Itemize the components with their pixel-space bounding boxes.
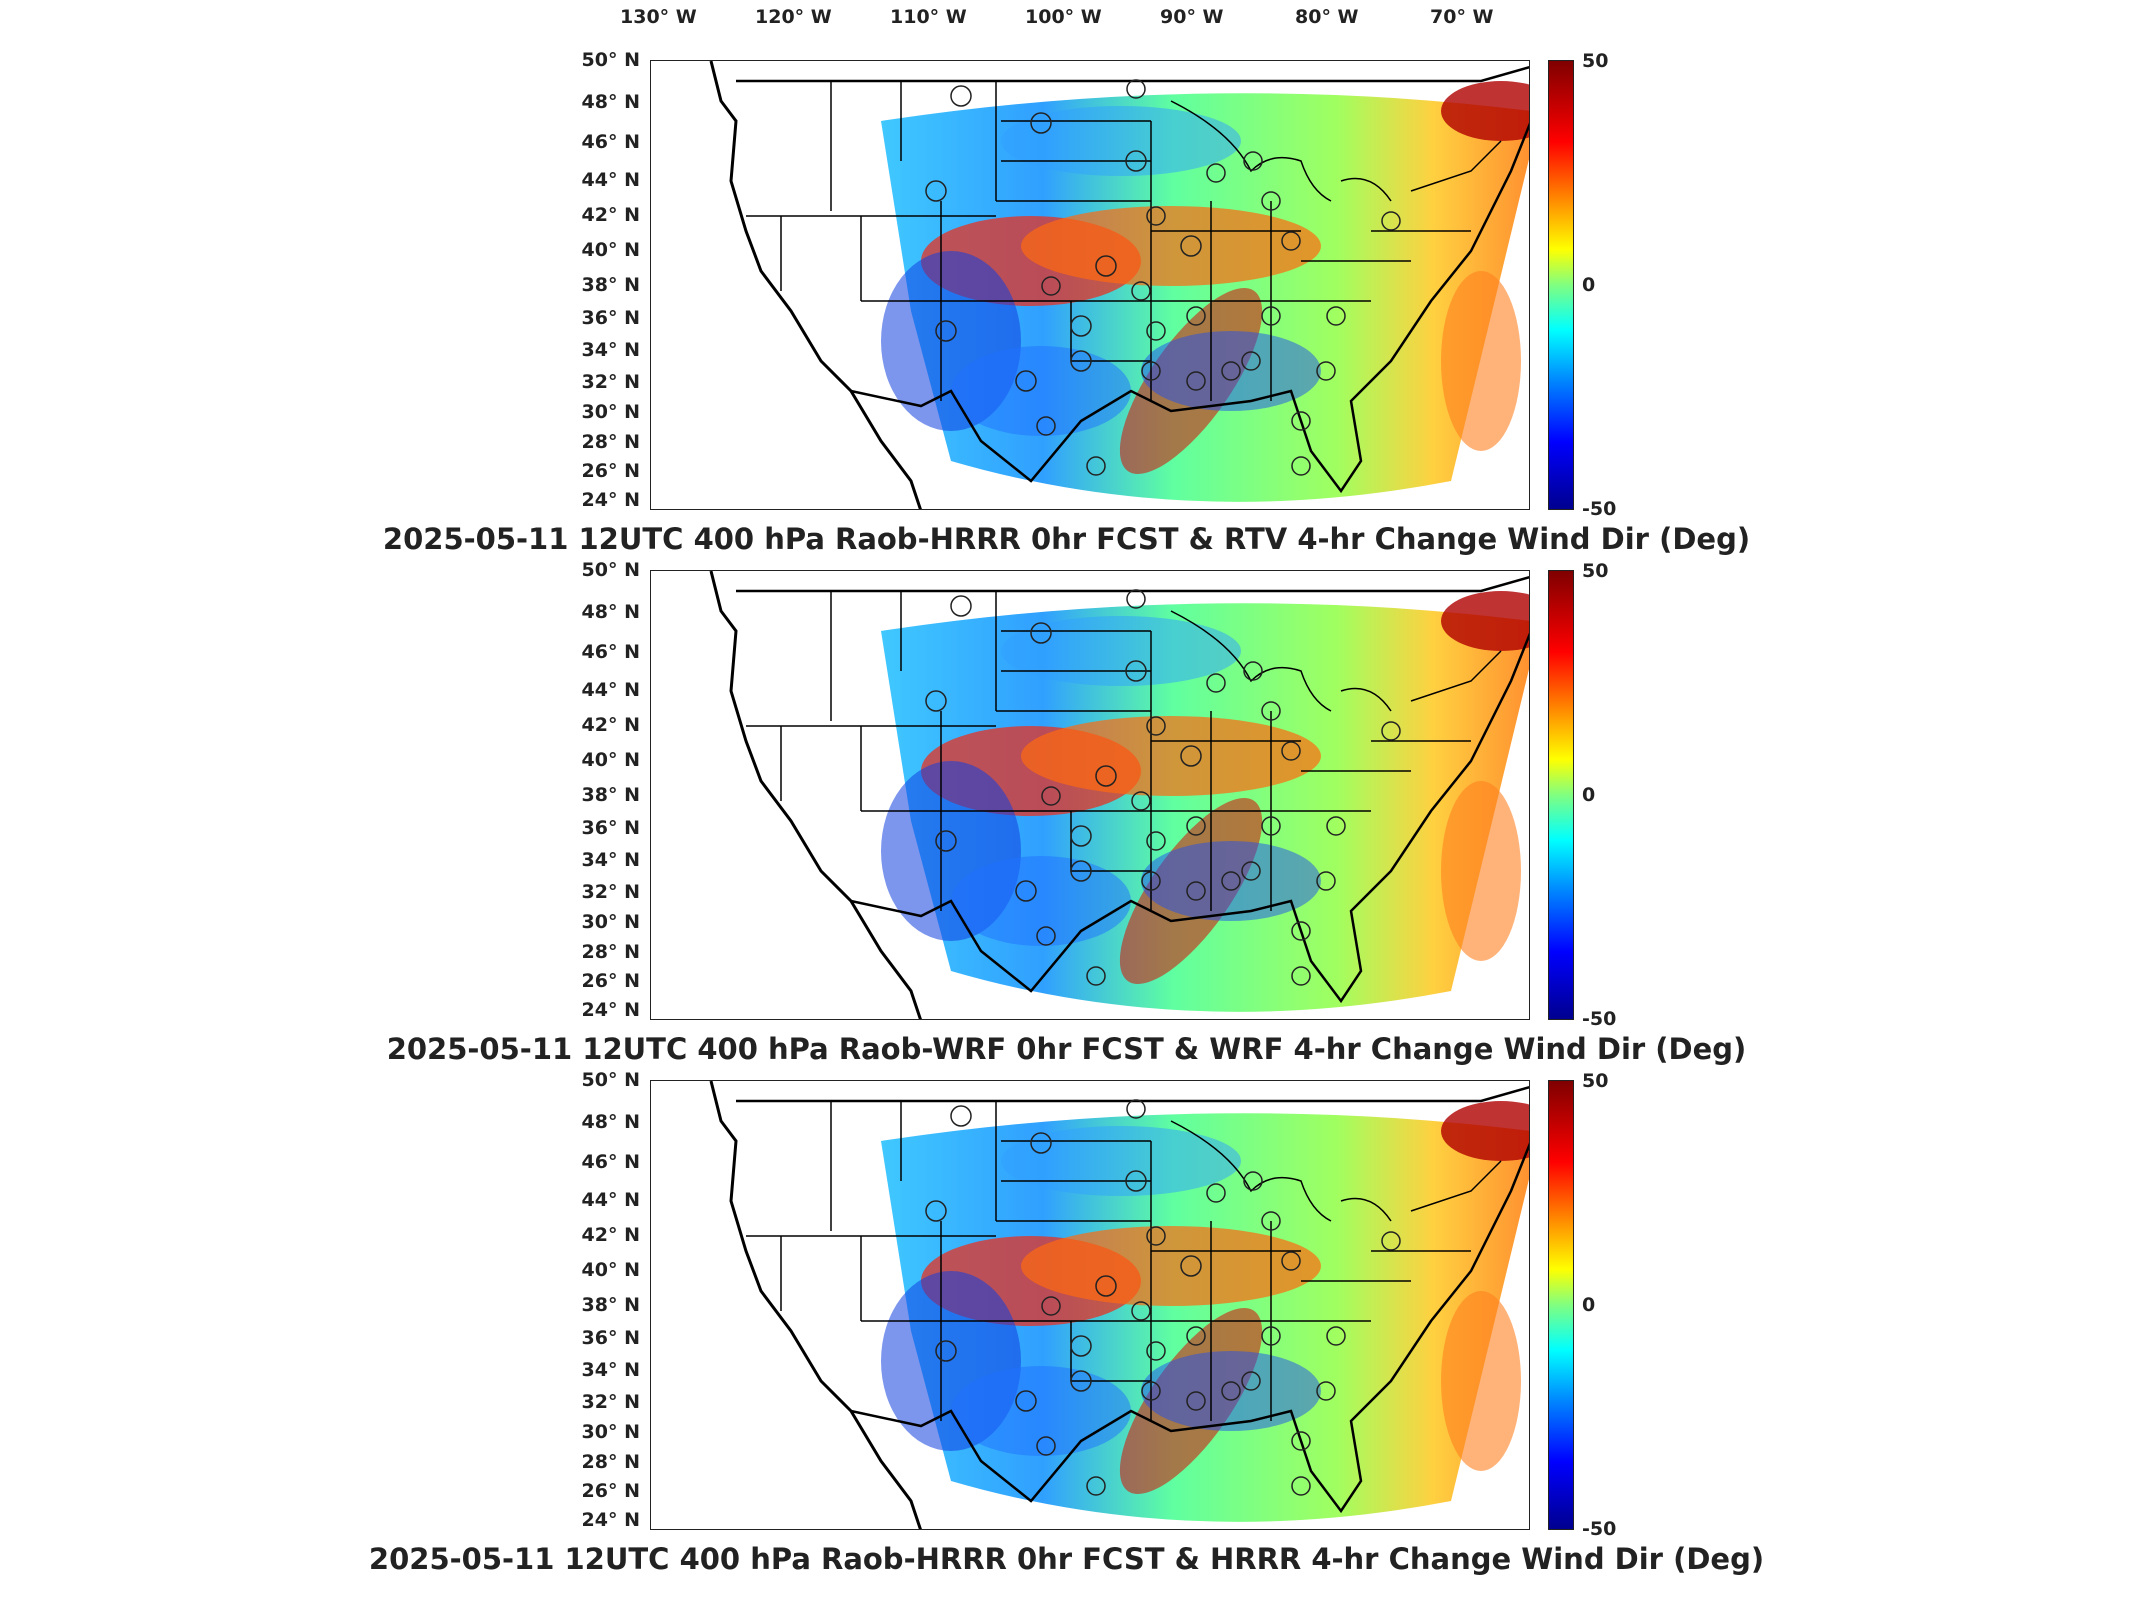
lat-label: 24° N [581,489,640,511]
colorbar-min-label: -50 [1582,498,1617,520]
lat-label: 48° N [581,601,640,623]
colorbar-mid-label: 0 [1582,784,1596,806]
lat-label: 26° N [581,460,640,482]
lat-label: 44° N [581,169,640,191]
lat-label: 36° N [581,817,640,839]
colorbar-min-label: -50 [1582,1008,1617,1030]
wind-direction-map [709,571,1529,1019]
map-plot-area [650,1080,1530,1530]
lat-label: 38° N [581,1294,640,1316]
lat-label: 38° N [581,784,640,806]
lat-label: 36° N [581,1327,640,1349]
lat-label: 42° N [581,714,640,736]
lon-label: 110° W [890,6,967,28]
lat-label: 30° N [581,401,640,423]
lat-label: 30° N [581,911,640,933]
lat-label: 26° N [581,1480,640,1502]
colorbar-mid-label: 0 [1582,274,1596,296]
colorbar-max-label: 50 [1582,50,1609,72]
lat-label: 28° N [581,1451,640,1473]
lat-label: 42° N [581,204,640,226]
lat-label: 46° N [581,1151,640,1173]
colorbar-mid-label: 0 [1582,1294,1596,1316]
lon-label: 100° W [1025,6,1102,28]
lat-label: 38° N [581,274,640,296]
map-plot-area [650,570,1530,1020]
lat-label: 36° N [581,307,640,329]
colorbar-max-label: 50 [1582,560,1609,582]
lat-label: 48° N [581,1111,640,1133]
lat-label: 40° N [581,239,640,261]
lat-label: 34° N [581,339,640,361]
lat-label: 46° N [581,131,640,153]
longitude-axis: 130° W 120° W 110° W 100° W 90° W 80° W … [0,6,2133,36]
lat-label: 44° N [581,679,640,701]
colorbar [1548,1080,1574,1530]
colorbar-max-label: 50 [1582,1070,1609,1092]
panel-title: 2025-05-11 12UTC 400 hPa Raob-WRF 0hr FC… [386,1032,1747,1066]
lat-label: 50° N [581,559,640,581]
lat-label: 42° N [581,1224,640,1246]
lat-label: 34° N [581,1359,640,1381]
lat-label: 24° N [581,1509,640,1531]
lat-label: 30° N [581,1421,640,1443]
colorbar [1548,570,1574,1020]
lat-label: 26° N [581,970,640,992]
colorbar [1548,60,1574,510]
lat-label: 32° N [581,1391,640,1413]
panel-title: 2025-05-11 12UTC 400 hPa Raob-HRRR 0hr F… [382,522,1751,556]
lat-label: 48° N [581,91,640,113]
lat-label: 46° N [581,641,640,663]
lon-label: 70° W [1430,6,1494,28]
map-plot-area [650,60,1530,510]
lon-label: 130° W [620,6,697,28]
wind-direction-map [709,1081,1529,1529]
lat-label: 34° N [581,849,640,871]
lon-label: 120° W [755,6,832,28]
lat-label: 40° N [581,1259,640,1281]
lon-label: 90° W [1160,6,1224,28]
lat-label: 44° N [581,1189,640,1211]
lat-label: 28° N [581,941,640,963]
lat-label: 40° N [581,749,640,771]
lat-label: 24° N [581,999,640,1021]
panel-title: 2025-05-11 12UTC 400 hPa Raob-HRRR 0hr F… [368,1542,1765,1576]
lat-label: 32° N [581,371,640,393]
lat-label: 50° N [581,1069,640,1091]
lon-label: 80° W [1295,6,1359,28]
lat-label: 28° N [581,431,640,453]
lat-label: 50° N [581,49,640,71]
colorbar-min-label: -50 [1582,1518,1617,1540]
wind-direction-map [709,61,1529,509]
lat-label: 32° N [581,881,640,903]
